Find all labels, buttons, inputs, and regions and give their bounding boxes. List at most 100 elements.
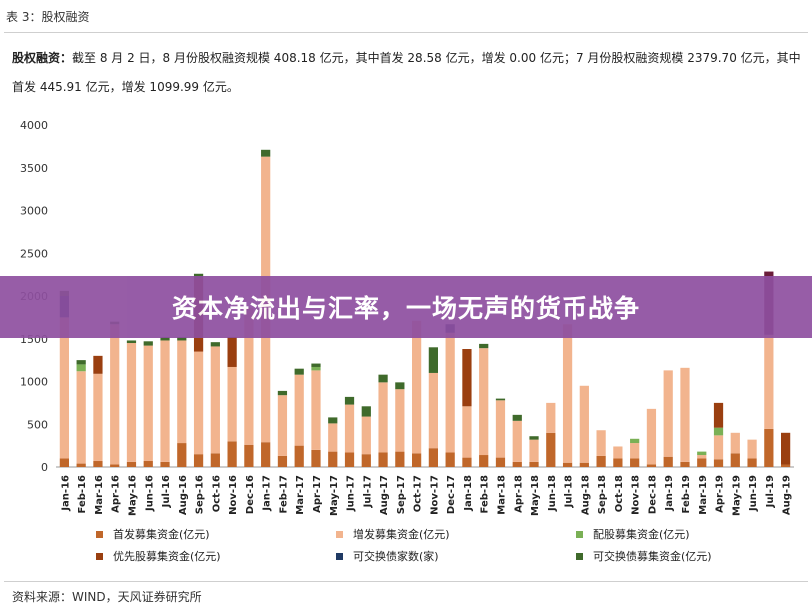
intro-text: 截至 8 月 2 日，8 月份股权融资规模 408.18 亿元，其中首发 28.… — [12, 51, 801, 94]
bar-segment — [596, 430, 606, 456]
bar-segment — [76, 371, 86, 464]
legend-swatch — [576, 530, 583, 538]
x-tick-label: Dec-18 — [647, 475, 658, 514]
x-tick-label: May-19 — [731, 475, 742, 516]
legend-label: 优先股募集资金(亿元) — [113, 550, 221, 563]
x-tick-label: Aug-16 — [178, 475, 189, 515]
bar-segment — [395, 389, 405, 452]
bar-segment — [462, 457, 472, 467]
bar-segment — [730, 453, 740, 467]
x-tick-label: Oct-18 — [614, 475, 625, 512]
bar-segment — [495, 398, 506, 401]
bar-segment — [713, 435, 724, 460]
bar-segment — [479, 343, 489, 349]
bar-segment — [261, 442, 271, 467]
bar-segment — [311, 363, 321, 367]
bar-segment — [378, 382, 388, 453]
x-tick-label: Jun-16 — [144, 475, 155, 512]
article-banner[interactable]: 资本净流出与汇率，一场无声的货币战争 — [0, 276, 812, 338]
y-tick-label: 4000 — [20, 119, 48, 132]
bar-segment — [613, 458, 623, 467]
bar-segment — [512, 414, 522, 421]
x-tick-label: Feb-16 — [77, 475, 88, 513]
bar-segment — [713, 427, 724, 436]
x-tick-label: Feb-17 — [278, 475, 289, 513]
bar-segment — [529, 436, 539, 440]
x-tick-label: Mar-17 — [295, 475, 306, 515]
bar-segment — [93, 461, 103, 467]
bar-segment — [311, 370, 321, 450]
bar-segment — [160, 461, 170, 467]
x-tick-label: Jan-17 — [262, 475, 273, 512]
bar-segment — [596, 455, 606, 467]
bar-segment — [294, 374, 304, 446]
x-tick-label: Aug-19 — [782, 475, 793, 515]
x-tick-label: Apr-16 — [111, 475, 122, 513]
bar-segment — [143, 345, 153, 462]
bar-segment — [76, 364, 86, 372]
intro-lead: 股权融资： — [12, 51, 73, 65]
legend-item: 可交换债家数(家) — [336, 548, 576, 564]
bar-segment — [160, 340, 170, 462]
bar-segment — [160, 337, 170, 341]
legend-swatch — [336, 552, 343, 560]
bar-segment — [462, 349, 472, 407]
bar-segment — [110, 464, 120, 467]
bar-segment — [529, 439, 539, 462]
bar-segment — [562, 462, 573, 467]
legend-label: 增发募集资金(亿元) — [353, 528, 450, 541]
x-tick-label: Sep-17 — [396, 475, 407, 514]
bar-segment — [76, 463, 86, 467]
legend-label: 可交换债募集资金(亿元) — [593, 550, 712, 563]
y-tick-label: 1000 — [20, 376, 48, 389]
bar-segment — [697, 455, 707, 459]
figure-frame — [4, 32, 808, 582]
legend-item: 可交换债募集资金(亿元) — [576, 548, 796, 564]
x-tick-label: Aug-17 — [379, 475, 390, 515]
bar-segment — [781, 464, 791, 467]
bar-segment — [193, 273, 204, 279]
bar-segment — [479, 348, 489, 456]
legend-swatch — [336, 530, 343, 538]
x-tick-label: Sep-16 — [195, 475, 206, 514]
bar-segment — [781, 432, 791, 465]
bar-segment — [395, 382, 405, 390]
y-tick-label: 3500 — [20, 162, 48, 175]
bar-segment — [126, 340, 137, 344]
bar-segment — [697, 458, 707, 467]
x-tick-label: Mar-19 — [698, 475, 709, 515]
bar-segment — [328, 417, 338, 424]
bar-segment — [646, 464, 657, 467]
legend-item: 增发募集资金(亿元) — [336, 526, 576, 542]
bar-segment — [76, 360, 86, 365]
x-tick-label: Mar-16 — [94, 475, 105, 515]
bar-segment — [428, 448, 438, 467]
bar-segment — [730, 432, 740, 454]
bar-segment — [697, 451, 707, 456]
legend-item: 首发募集资金(亿元) — [96, 526, 336, 542]
bar-segment — [395, 451, 405, 467]
legend-label: 首发募集资金(亿元) — [113, 528, 210, 541]
x-tick-label: Nov-17 — [429, 475, 440, 515]
x-tick-label: Jul-18 — [564, 475, 575, 508]
bar-segment — [361, 416, 371, 455]
intro-paragraph: 股权融资：截至 8 月 2 日，8 月份股权融资规模 408.18 亿元，其中首… — [12, 44, 802, 102]
bar-segment — [361, 454, 371, 467]
bar-segment — [193, 454, 204, 467]
bar-segment — [462, 406, 472, 458]
bar-segment — [261, 149, 271, 157]
bar-segment — [126, 343, 137, 462]
bar-segment — [328, 423, 338, 452]
bar-segment — [546, 432, 556, 467]
bar-segment — [378, 374, 388, 383]
bar-segment — [344, 452, 355, 467]
bar-segment — [529, 461, 539, 467]
source-note: 资料来源：WIND，天风证券研究所 — [12, 590, 202, 604]
bar-segment — [143, 461, 153, 467]
x-tick-label: Jan-19 — [664, 475, 675, 512]
x-tick-label: Jun-19 — [748, 475, 759, 512]
x-tick-label: Aug-18 — [580, 475, 591, 515]
x-tick-label: Apr-19 — [715, 475, 726, 513]
bar-segment — [344, 404, 355, 453]
bar-segment — [277, 395, 288, 456]
